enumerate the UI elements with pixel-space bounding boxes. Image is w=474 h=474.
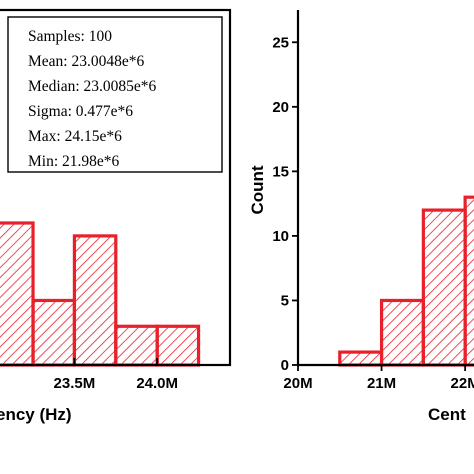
right-histogram-panel: 0 5 10 15 20 25 20M 21M 22M Count Cent <box>248 10 474 424</box>
right-bar-2 <box>421 208 467 367</box>
right-bar-1 <box>379 298 425 367</box>
left-x-tick-label-2: 24.0M <box>136 375 178 392</box>
right-x-ticks: 20M 21M 22M <box>283 365 474 392</box>
left-x-axis-title: ency (Hz) <box>0 405 72 424</box>
stats-box-frame <box>7 16 223 173</box>
stats-box: Samples: 100 Mean: 23.0048e*6 Median: 23… <box>7 16 223 173</box>
left-bar-1 <box>0 221 35 367</box>
right-y-tick-label-2: 10 <box>272 228 289 245</box>
right-x-axis-title: Cent <box>428 405 466 424</box>
left-bar-3 <box>72 234 118 367</box>
right-y-tick-label-1: 5 <box>281 292 289 309</box>
stats-samples: Samples: 100 <box>28 28 112 45</box>
right-x-tick-label-1: 21M <box>367 375 396 392</box>
left-x-tick-label-1: 23.5M <box>54 375 96 392</box>
left-bar-2 <box>31 298 77 367</box>
right-bar-0 <box>338 350 384 367</box>
right-x-tick-label-0: 20M <box>283 375 312 392</box>
right-bar-3 <box>463 195 474 367</box>
right-bars <box>338 195 474 367</box>
right-y-tick-label-0: 0 <box>281 357 289 374</box>
right-y-tick-label-5: 25 <box>272 34 289 51</box>
right-x-tick-label-2: 22M <box>451 375 474 392</box>
right-y-axis-title: Count <box>248 165 267 214</box>
stats-min: Min: 21.98e*6 <box>28 153 120 170</box>
stats-max: Max: 24.15e*6 <box>28 128 122 145</box>
right-y-ticks: 0 5 10 15 20 25 <box>272 34 298 374</box>
right-y-tick-label-4: 20 <box>272 99 289 116</box>
stats-mean: Mean: 23.0048e*6 <box>28 53 144 70</box>
stats-sigma: Sigma: 0.477e*6 <box>28 103 133 120</box>
left-bar-4 <box>114 324 159 367</box>
left-plot-frame <box>0 8 232 367</box>
right-y-tick-label-3: 15 <box>272 163 289 180</box>
left-bar-5 <box>155 324 201 367</box>
stats-median: Median: 23.0085e*6 <box>28 78 157 95</box>
